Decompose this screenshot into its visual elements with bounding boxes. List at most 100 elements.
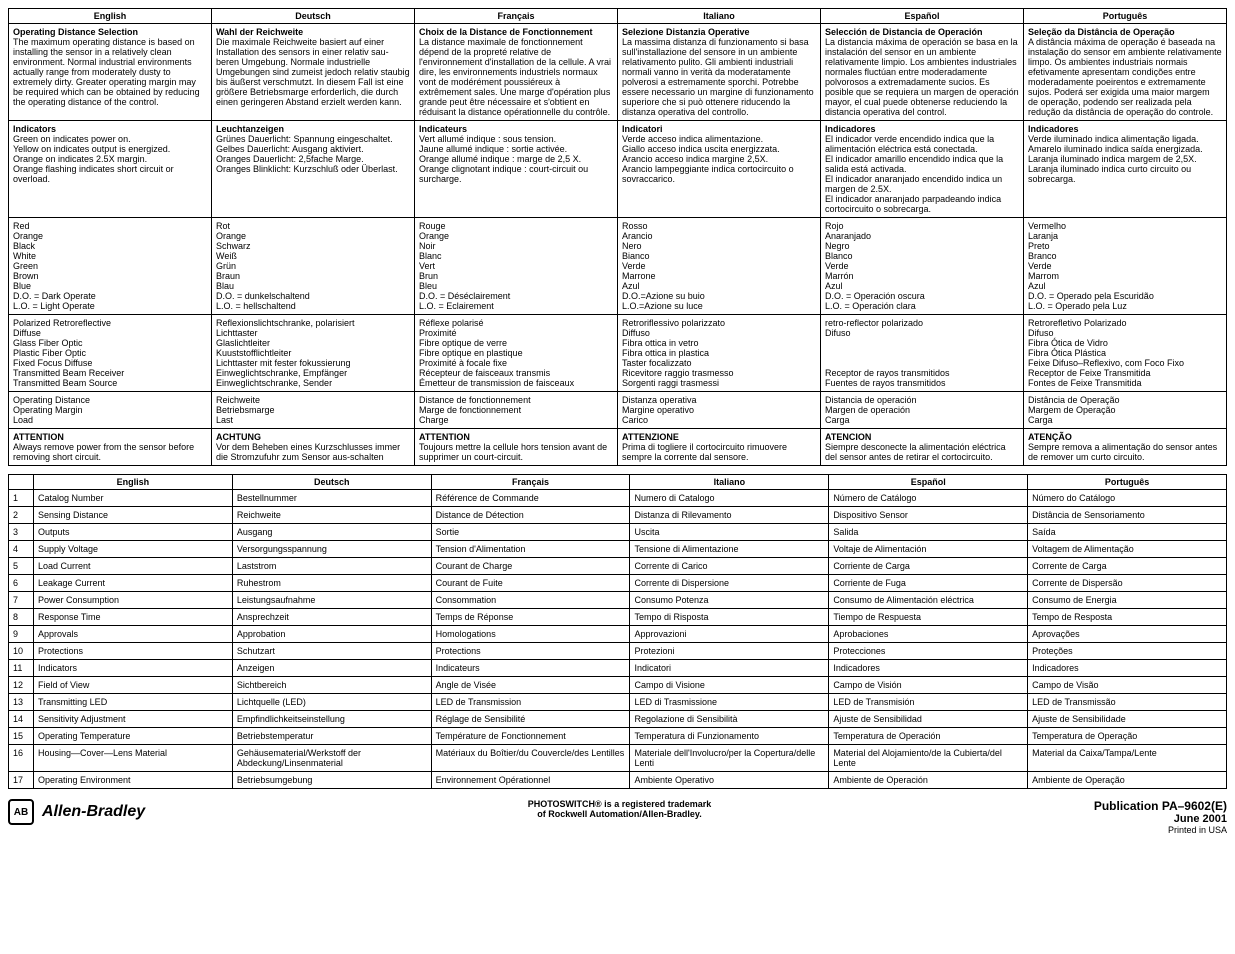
table-cell: Transmitting LED bbox=[34, 694, 233, 711]
lang-header: Deutsch bbox=[212, 9, 415, 24]
table-cell: Tension d'Alimentation bbox=[431, 541, 630, 558]
table-cell: Distância de Sensoriamento bbox=[1028, 507, 1227, 524]
table-cell: Ajuste de Sensibilidade bbox=[1028, 711, 1227, 728]
table-cell: Ajuste de Sensibilidad bbox=[829, 711, 1028, 728]
table-cell: Voltaje de Alimentación bbox=[829, 541, 1028, 558]
table-row: 10ProtectionsSchutzartProtectionsProtezi… bbox=[9, 643, 1227, 660]
table-cell: Ruhestrom bbox=[232, 575, 431, 592]
table-row: 2Sensing DistanceReichweiteDistance de D… bbox=[9, 507, 1227, 524]
publication-number: Publication PA–9602(E) bbox=[1094, 799, 1227, 813]
row-number: 7 bbox=[9, 592, 34, 609]
table-cell: Wahl der ReichweiteDie maximale Reichwei… bbox=[212, 24, 415, 121]
table-cell: Campo di Visione bbox=[630, 677, 829, 694]
table-cell: Load Current bbox=[34, 558, 233, 575]
table-cell: Corriente de Carga bbox=[829, 558, 1028, 575]
table-cell: Seleção da Distância de OperaçãoA distân… bbox=[1024, 24, 1227, 121]
table-cell: Corrente de Dispersão bbox=[1028, 575, 1227, 592]
table-cell: Corrente di Carico bbox=[630, 558, 829, 575]
table-row: Operating DistanceOperating MarginLoadRe… bbox=[9, 392, 1227, 429]
table-cell: LED de Transmissão bbox=[1028, 694, 1227, 711]
table-cell: Ambiente de Operação bbox=[1028, 772, 1227, 789]
table-cell: LED de Transmisión bbox=[829, 694, 1028, 711]
table-cell: LeuchtanzeigenGrünes Dauerlicht: Spannun… bbox=[212, 121, 415, 218]
table-row: 14Sensitivity AdjustmentEmpfindlichkeits… bbox=[9, 711, 1227, 728]
table-cell: IndicatoriVerde acceso indica alimentazi… bbox=[618, 121, 821, 218]
table-cell: ATTENTIONToujours mettre la cellule hors… bbox=[415, 429, 618, 466]
table-cell: Protecciones bbox=[829, 643, 1028, 660]
table-cell: Sortie bbox=[431, 524, 630, 541]
lang-header: Français bbox=[431, 475, 630, 490]
table-cell: Selezione Distanzia OperativeLa massima … bbox=[618, 24, 821, 121]
row-number: 9 bbox=[9, 626, 34, 643]
brand-name: Allen-Bradley bbox=[42, 803, 145, 821]
table-cell: Número de Catálogo bbox=[829, 490, 1028, 507]
table-row: 3OutputsAusgangSortieUscitaSalidaSaída bbox=[9, 524, 1227, 541]
publication-date: June 2001 bbox=[1094, 813, 1227, 825]
publication-block: Publication PA–9602(E) June 2001 Printed… bbox=[1094, 799, 1227, 835]
table-cell: Uscita bbox=[630, 524, 829, 541]
trademark-line2: of Rockwell Automation/Allen-Bradley. bbox=[537, 809, 702, 819]
table-row: Polarized RetroreflectiveDiffuseGlass Fi… bbox=[9, 315, 1227, 392]
table-cell: Ambiente Operativo bbox=[630, 772, 829, 789]
table-cell: Consumo Potenza bbox=[630, 592, 829, 609]
table-cell: Campo de Visão bbox=[1028, 677, 1227, 694]
row-number: 8 bbox=[9, 609, 34, 626]
lang-header: Italiano bbox=[618, 9, 821, 24]
row-number: 13 bbox=[9, 694, 34, 711]
blank-header bbox=[9, 475, 34, 490]
table-cell: Environnement Opérationnel bbox=[431, 772, 630, 789]
table-cell: Operating Temperature bbox=[34, 728, 233, 745]
table-row: RedOrangeBlackWhiteGreenBrownBlueD.O. = … bbox=[9, 218, 1227, 315]
table-cell: IndicadoresEl indicador verde encendido … bbox=[821, 121, 1024, 218]
table-cell: Voltagem de Alimentação bbox=[1028, 541, 1227, 558]
table-cell: Distância de OperaçãoMargem de OperaçãoC… bbox=[1024, 392, 1227, 429]
table-cell: Temperatura di Funzionamento bbox=[630, 728, 829, 745]
lang-header: Español bbox=[829, 475, 1028, 490]
table-cell: Versorgungsspannung bbox=[232, 541, 431, 558]
table-cell: Gehäusematerial/Werkstoff der Abdeckung/… bbox=[232, 745, 431, 772]
table-cell: Polarized RetroreflectiveDiffuseGlass Fi… bbox=[9, 315, 212, 392]
table-cell: Réflexe polariséProximitéFibre optique d… bbox=[415, 315, 618, 392]
table-row: 5Load CurrentLaststromCourant de ChargeC… bbox=[9, 558, 1227, 575]
table-cell: ReichweiteBetriebsmargeLast bbox=[212, 392, 415, 429]
table-cell: RougeOrangeNoirBlancVertBrunBleuD.O. = D… bbox=[415, 218, 618, 315]
table-cell: Saída bbox=[1028, 524, 1227, 541]
table-row: 9ApprovalsApprobationHomologationsApprov… bbox=[9, 626, 1227, 643]
table-cell: Sensing Distance bbox=[34, 507, 233, 524]
table-row: ATTENTIONAlways remove power from the se… bbox=[9, 429, 1227, 466]
table-row: 7Power ConsumptionLeistungsaufnahmeConso… bbox=[9, 592, 1227, 609]
table-row: 11IndicatorsAnzeigenIndicateursIndicator… bbox=[9, 660, 1227, 677]
table-cell: Choix de la Distance de FonctionnementLa… bbox=[415, 24, 618, 121]
table-cell: Indicators bbox=[34, 660, 233, 677]
translation-table-1: EnglishDeutschFrançaisItalianoEspañolPor… bbox=[8, 8, 1227, 466]
ab-logo-icon: AB bbox=[8, 799, 34, 825]
trademark-line1: PHOTOSWITCH® is a registered trademark bbox=[528, 799, 712, 809]
table-cell: Regolazione di Sensibilità bbox=[630, 711, 829, 728]
table-cell: Angle de Visée bbox=[431, 677, 630, 694]
table-cell: Operating Distance SelectionThe maximum … bbox=[9, 24, 212, 121]
table-cell: Corriente de Fuga bbox=[829, 575, 1028, 592]
lang-header: Deutsch bbox=[232, 475, 431, 490]
table-row: 13Transmitting LEDLichtquelle (LED) LED d… bbox=[9, 694, 1227, 711]
row-number: 1 bbox=[9, 490, 34, 507]
table-cell: Retrorefletivo PolarizadoDifusoFibra Óti… bbox=[1024, 315, 1227, 392]
page-footer: AB Allen-Bradley PHOTOSWITCH® is a regis… bbox=[8, 799, 1227, 835]
row-number: 3 bbox=[9, 524, 34, 541]
table-cell: Supply Voltage bbox=[34, 541, 233, 558]
table-cell: Distancia de operaciónMargen de operació… bbox=[821, 392, 1024, 429]
table-cell: Tensione di Alimentazione bbox=[630, 541, 829, 558]
table-cell: Salida bbox=[829, 524, 1028, 541]
table-cell: Matériaux du Boîtier/du Couvercle/des Le… bbox=[431, 745, 630, 772]
table-cell: Sensitivity Adjustment bbox=[34, 711, 233, 728]
table-row: 12Field of ViewSichtbereichAngle de Visé… bbox=[9, 677, 1227, 694]
table-cell: Reichweite bbox=[232, 507, 431, 524]
table-cell: Power Consumption bbox=[34, 592, 233, 609]
table-row: 6Leakage CurrentRuhestromCourant de Fuit… bbox=[9, 575, 1227, 592]
row-number: 16 bbox=[9, 745, 34, 772]
row-number: 5 bbox=[9, 558, 34, 575]
table-cell: Lichtquelle (LED) bbox=[232, 694, 431, 711]
table-cell: Temps de Réponse bbox=[431, 609, 630, 626]
table-cell: Materiale dell'Involucro/per la Copertur… bbox=[630, 745, 829, 772]
table-cell: RotOrangeSchwarzWeißGrünBraunBlauD.O. = … bbox=[212, 218, 415, 315]
table-cell: Distanza operativaMargine operativoCaric… bbox=[618, 392, 821, 429]
